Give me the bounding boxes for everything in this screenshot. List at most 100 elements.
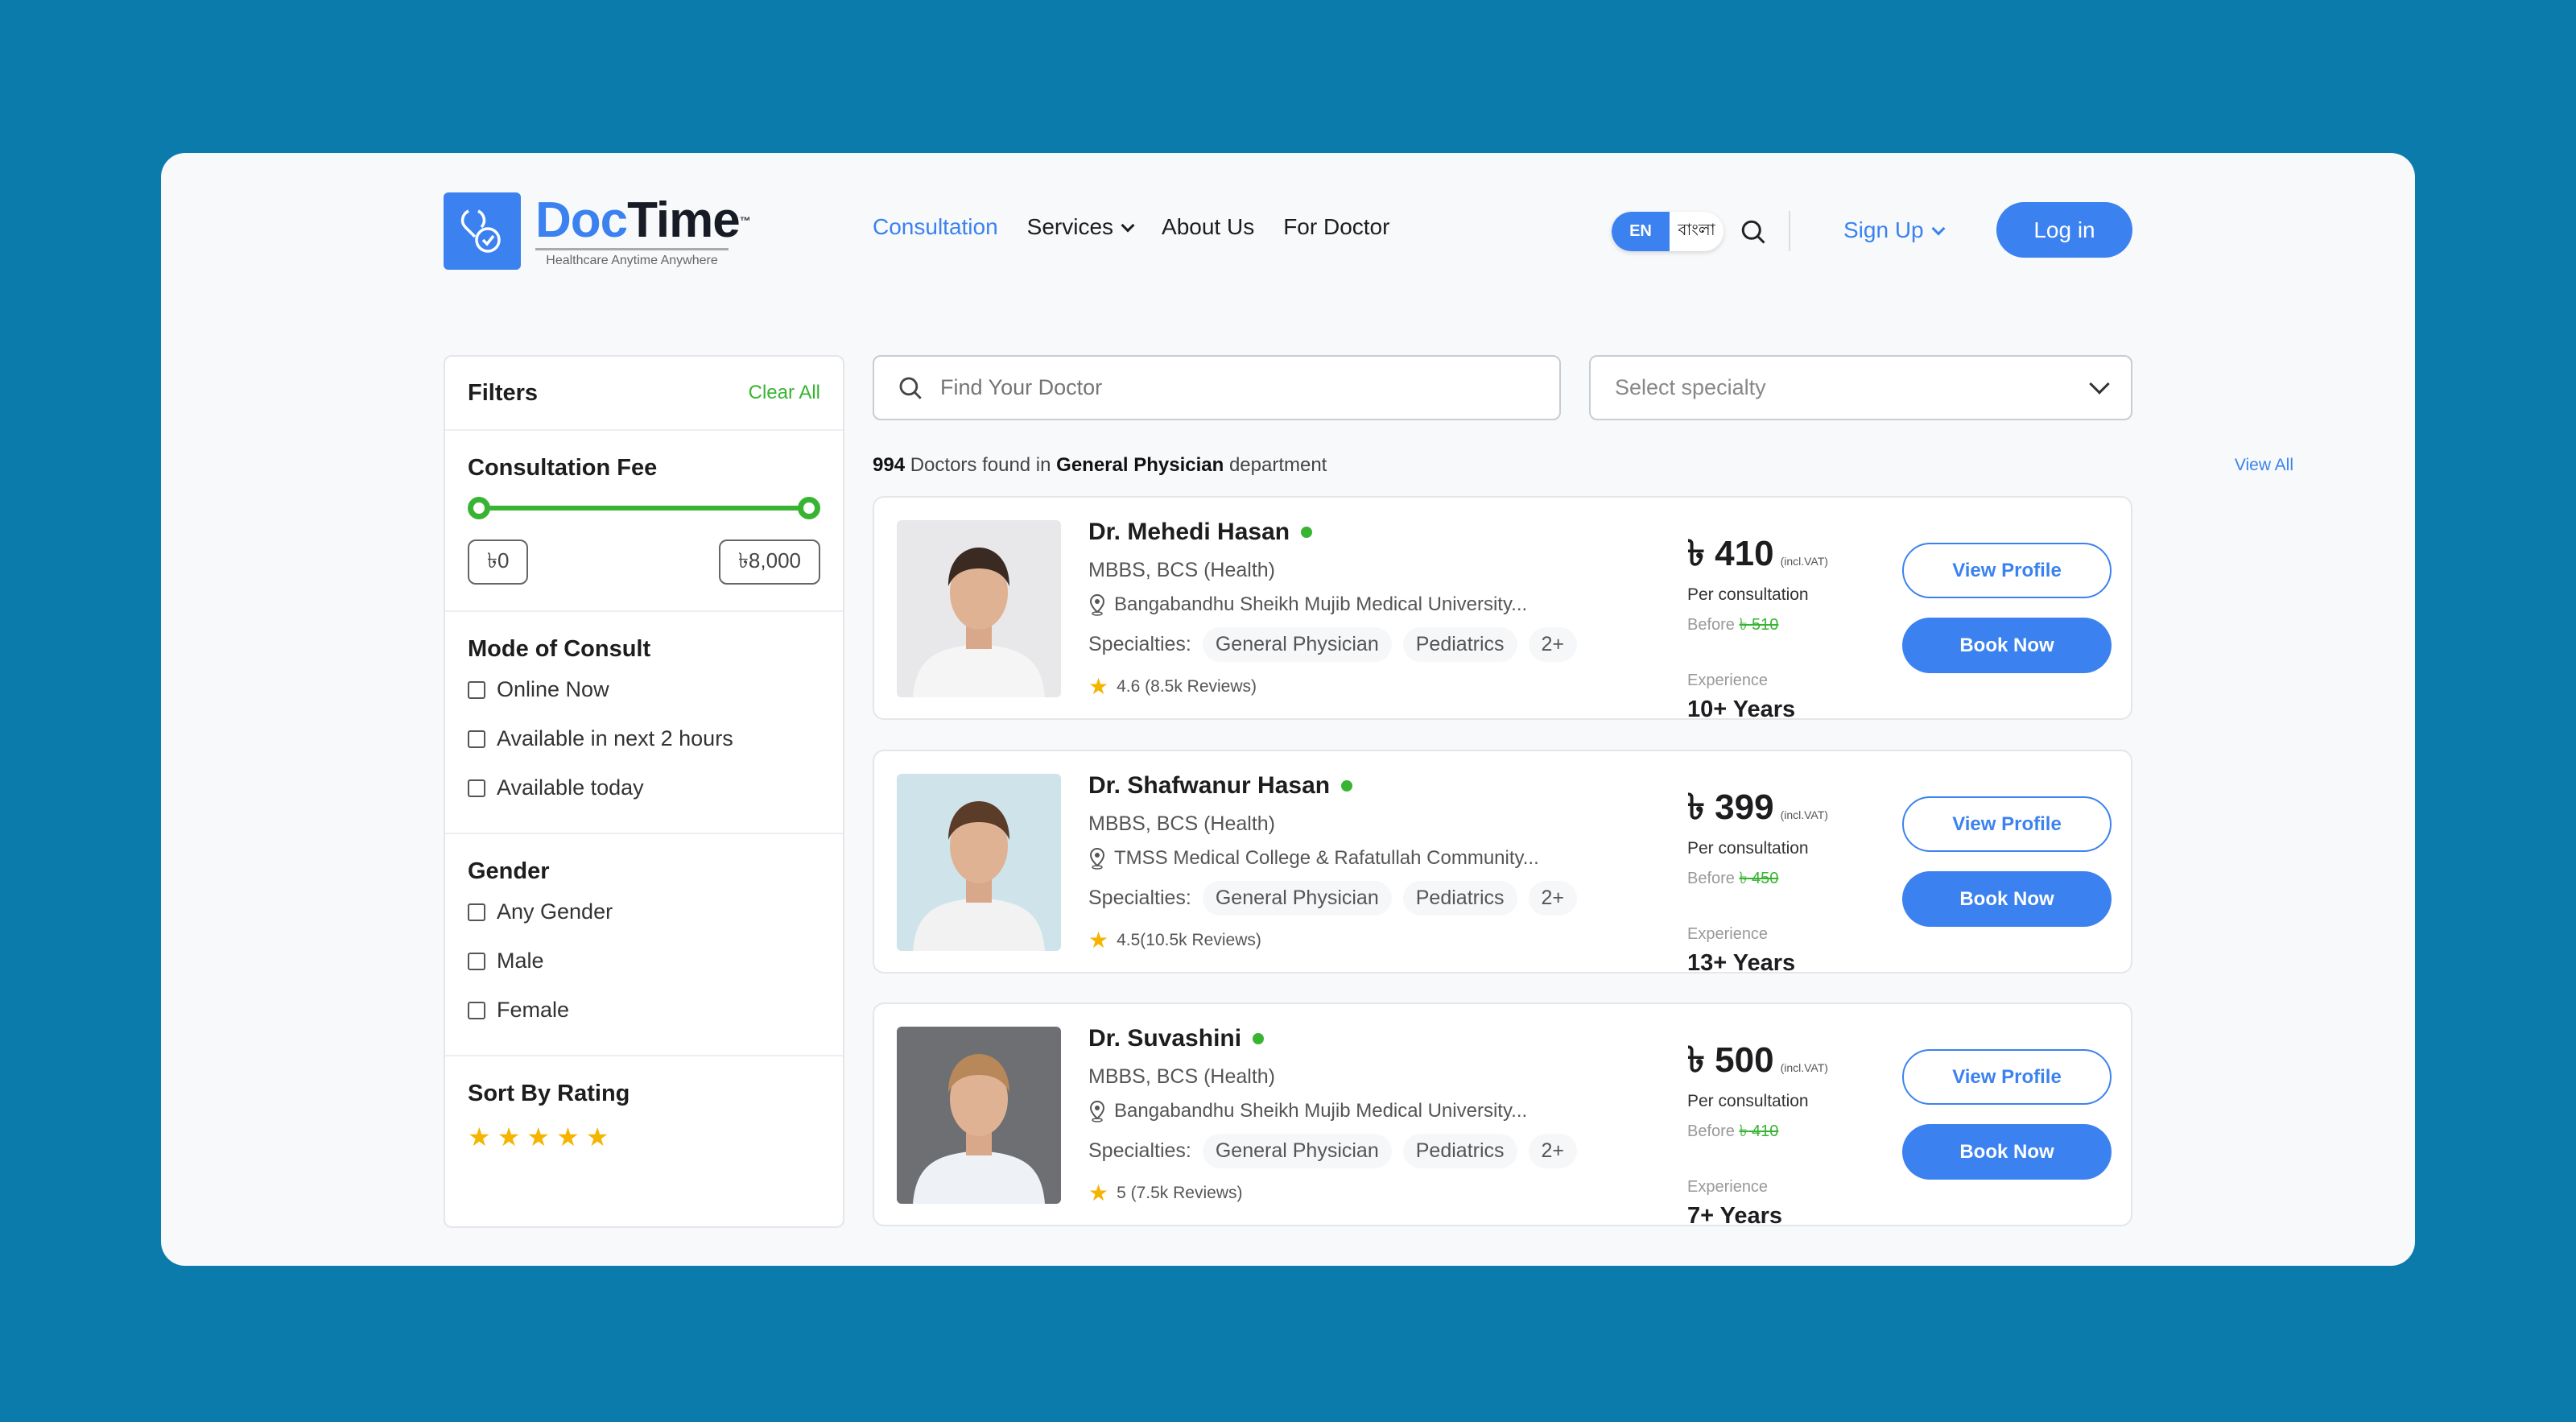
search-icon[interactable] [1739, 217, 1768, 250]
checkbox-today[interactable]: Available today [468, 775, 820, 800]
specialty-chip: Pediatrics [1402, 1134, 1517, 1168]
checkbox-label: Online Now [497, 677, 609, 701]
lang-bn[interactable]: বাংলা [1678, 221, 1715, 239]
doctor-rating: ★ 5 (7.5k Reviews) [1088, 1180, 1577, 1206]
specialties-label: Specialties: [1088, 1139, 1191, 1162]
slider-min-handle[interactable] [468, 497, 490, 519]
main-nav: Consultation Services About Us For Docto… [873, 214, 1389, 240]
star-icon[interactable]: ★ [497, 1122, 521, 1151]
doctor-photo [897, 774, 1061, 951]
specialty-more-chip[interactable]: 2+ [1528, 881, 1578, 916]
mode-section: Mode of Consult Online Now Available in … [445, 612, 843, 834]
checkbox-icon[interactable] [468, 779, 485, 797]
checkbox-label: Any Gender [497, 899, 613, 924]
before-price: ৳ 450 [1739, 870, 1779, 887]
fee-range-slider[interactable] [468, 496, 820, 520]
specialties-label: Specialties: [1088, 633, 1191, 655]
checkbox-male[interactable]: Male [468, 949, 820, 973]
signup-label: Sign Up [1843, 217, 1924, 242]
doctor-name[interactable]: Dr. Shafwanur Hasan [1088, 772, 1331, 799]
rating-stars[interactable]: ★ ★ ★ ★ ★ [468, 1122, 820, 1152]
slider-max-handle[interactable] [798, 497, 820, 519]
location-pin-icon [1089, 593, 1105, 616]
trademark: ™ [739, 213, 751, 227]
star-icon[interactable]: ★ [556, 1122, 580, 1151]
rating-text: 5 (7.5k Reviews) [1117, 1183, 1243, 1202]
fee-min-input[interactable]: ৳0 [468, 539, 529, 585]
specialty-select[interactable]: Select specialty [1589, 355, 2132, 420]
checkbox-label: Female [497, 998, 570, 1022]
doctor-search-input[interactable] [940, 375, 1552, 400]
checkbox-any-gender[interactable]: Any Gender [468, 899, 820, 924]
online-status-dot [1253, 1033, 1265, 1044]
experience-label: Experience [1687, 672, 1769, 689]
hospital-name: Bangabandhu Sheikh Mujib Medical Univers… [1114, 1100, 1528, 1122]
rating-text: 4.6 (8.5k Reviews) [1117, 676, 1257, 696]
view-profile-button[interactable]: View Profile [1902, 1049, 2112, 1105]
experience-years: 10+ Years [1687, 697, 1796, 722]
star-icon: ★ [1088, 1180, 1109, 1205]
checkbox-icon[interactable] [468, 730, 485, 748]
hospital-name: TMSS Medical College & Rafatullah Commun… [1114, 847, 1539, 869]
checkbox-icon[interactable] [468, 952, 485, 970]
doctor-photo [897, 520, 1061, 697]
experience-years: 13+ Years [1687, 950, 1796, 976]
view-profile-button[interactable]: View Profile [1902, 543, 2112, 598]
doctor-location: Bangabandhu Sheikh Mujib Medical Univers… [1088, 1100, 1577, 1122]
book-now-button[interactable]: Book Now [1902, 871, 2112, 927]
experience-label: Experience [1687, 925, 1769, 943]
search-icon [899, 377, 922, 399]
nav-consultation[interactable]: Consultation [873, 214, 998, 239]
doctor-search-field[interactable] [873, 355, 1561, 420]
specialties-label: Specialties: [1088, 887, 1191, 909]
online-status-dot [1341, 780, 1353, 792]
per-consultation: Per consultation [1687, 585, 1809, 604]
star-icon[interactable]: ★ [585, 1122, 609, 1151]
book-now-button[interactable]: Book Now [1902, 1124, 2112, 1180]
clear-all-link[interactable]: Clear All [748, 382, 820, 403]
book-now-button[interactable]: Book Now [1902, 618, 2112, 673]
checkbox-female[interactable]: Female [468, 998, 820, 1023]
logo[interactable]: DocTime™ Healthcare Anytime Anywhere [444, 192, 751, 270]
per-consultation: Per consultation [1687, 1092, 1809, 1110]
specialty-more-chip[interactable]: 2+ [1528, 1134, 1578, 1168]
checkbox-icon[interactable] [468, 680, 485, 699]
fee-max-input[interactable]: ৳8,000 [718, 539, 820, 585]
view-all-link[interactable]: View All [2234, 456, 2293, 474]
specialties: Specialties: General Physician Pediatrics 2… [1088, 627, 1578, 662]
nav-services[interactable]: Services [1027, 214, 1135, 240]
doctor-location: TMSS Medical College & Rafatullah Commun… [1088, 847, 1577, 870]
brand-time: Time [627, 192, 741, 248]
doctor-name[interactable]: Dr. Suvashini [1088, 1025, 1242, 1052]
fee-section: Consultation Fee ৳0 ৳8,000 [445, 431, 843, 612]
login-button[interactable]: Log in [1996, 202, 2132, 258]
before-label: Before [1687, 870, 1735, 887]
language-toggle[interactable]: EN বাংলা [1612, 212, 1724, 251]
checkbox-next-2-hours[interactable]: Available in next 2 hours [468, 726, 820, 751]
checkbox-online-now[interactable]: Online Now [468, 677, 820, 702]
signup-dropdown[interactable]: Sign Up [1843, 217, 1946, 243]
star-icon[interactable]: ★ [526, 1122, 551, 1151]
gender-section: Gender Any Gender Male Female [445, 834, 843, 1056]
specialty-chip: General Physician [1202, 881, 1392, 916]
doctor-name-row: Dr. Mehedi Hasan [1088, 519, 1577, 546]
doctor-name[interactable]: Dr. Mehedi Hasan [1088, 519, 1290, 545]
star-icon[interactable]: ★ [468, 1122, 491, 1151]
specialty-more-chip[interactable]: 2+ [1528, 627, 1578, 662]
doctor-location: Bangabandhu Sheikh Mujib Medical Univers… [1088, 593, 1577, 616]
doctor-photo [897, 1027, 1061, 1204]
results-dept: General Physician [1056, 454, 1224, 476]
nav-for-doctor[interactable]: For Doctor [1283, 214, 1390, 239]
brand-doc: Doc [535, 192, 628, 248]
view-profile-button[interactable]: View Profile [1902, 796, 2112, 852]
nav-about[interactable]: About Us [1162, 214, 1255, 239]
checkbox-icon[interactable] [468, 903, 485, 921]
doctor-name-row: Dr. Shafwanur Hasan [1088, 772, 1577, 800]
before-price: ৳ 410 [1739, 1122, 1779, 1140]
filters-title: Filters [468, 379, 539, 406]
rating-text: 4.5(10.5k Reviews) [1117, 930, 1261, 949]
doctor-card: Dr. Shafwanur Hasan MBBS, BCS (Health) T… [873, 750, 2132, 976]
checkbox-icon[interactable] [468, 1001, 485, 1019]
before-price: ৳ 510 [1739, 616, 1779, 634]
lang-en[interactable]: EN [1612, 212, 1670, 251]
